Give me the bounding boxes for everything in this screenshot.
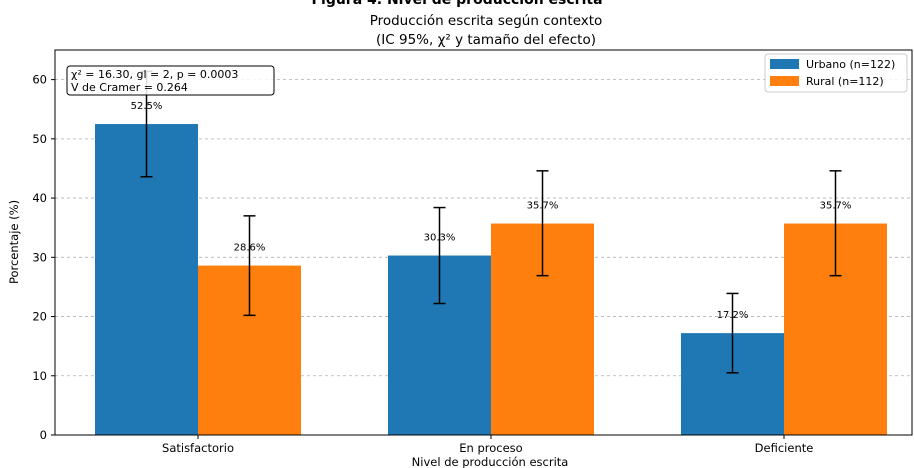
- x-tick-label: Satisfactorio: [162, 441, 234, 455]
- chart-subtitle: (IC 95%, χ² y tamaño del efecto): [376, 32, 596, 48]
- y-tick-label: 20: [32, 310, 47, 324]
- y-tick-label: 50: [32, 132, 47, 146]
- chart-title: Producción escrita según contexto: [370, 13, 603, 29]
- y-tick-label: 0: [40, 428, 47, 442]
- x-axis-ticks: Satisfactorio En proceso Deficiente: [162, 435, 813, 455]
- y-axis-ticks: 0 10 20 30 40 50 60: [32, 73, 55, 442]
- x-tick-label: En proceso: [459, 441, 522, 455]
- legend: Urbano (n=122) Rural (n=112): [764, 53, 908, 93]
- data-label: 52.5%: [131, 101, 163, 112]
- stats-annotation-line1: χ² = 16.30, gl = 2, p = 0.0003: [71, 68, 238, 81]
- data-labels: 52.5% 30.3% 17.2% 28.6% 35.7% 35.7%: [131, 101, 852, 321]
- x-axis-label: Nivel de producción escrita: [412, 455, 569, 468]
- plot-frame: [54, 49, 913, 436]
- stats-annotation: χ² = 16.30, gl = 2, p = 0.0003 V de Cram…: [66, 65, 275, 96]
- data-label: 17.2%: [717, 310, 749, 321]
- y-tick-label: 40: [32, 191, 47, 205]
- x-tick-label: Deficiente: [755, 441, 814, 455]
- legend-box: [764, 53, 908, 93]
- stats-annotation-line2: V de Cramer = 0.264: [71, 81, 188, 94]
- legend-label-urbano: Urbano (n=122): [806, 58, 895, 71]
- error-bars: [140, 70, 842, 374]
- data-label: 30.3%: [424, 233, 456, 244]
- bars: [95, 124, 887, 436]
- y-tick-label: 30: [32, 250, 47, 264]
- figure-title: Figura 4. Nivel de producción escrita: [311, 0, 602, 8]
- stats-annotation-box: [66, 65, 275, 96]
- data-label: 35.7%: [820, 201, 852, 212]
- legend-label-rural: Rural (n=112): [806, 75, 884, 88]
- y-tick-label: 10: [32, 369, 47, 383]
- data-label: 28.6%: [234, 243, 266, 254]
- y-axis-label: Porcentaje (%): [7, 200, 21, 284]
- legend-swatch-urbano: [770, 59, 799, 69]
- legend-swatch-rural: [770, 76, 799, 86]
- data-label: 35.7%: [527, 201, 559, 212]
- y-tick-label: 60: [32, 73, 47, 87]
